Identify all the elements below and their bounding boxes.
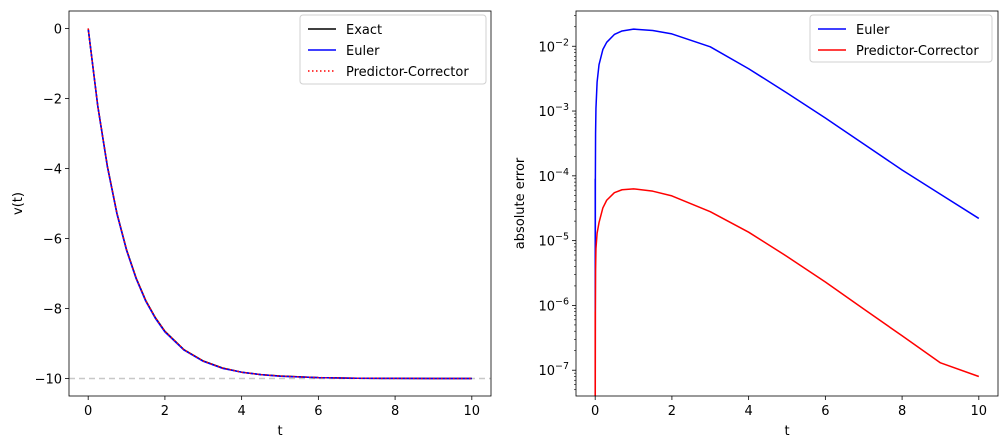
y-tick-label: −6: [43, 233, 62, 248]
y-tick-label: −8: [43, 303, 62, 318]
y-tick-label: −4: [43, 163, 62, 178]
x-tick-label: 0: [84, 404, 92, 419]
legend-label: Predictor-Corrector: [856, 44, 979, 59]
y-tick-label: −2: [43, 93, 62, 108]
x-tick-label: 4: [744, 404, 752, 419]
axes-frame: [575, 10, 999, 397]
y-tick-label: 10−3: [538, 102, 569, 120]
legend: Euler Predictor-Corrector: [809, 14, 993, 63]
y-tick-label: 10−2: [538, 37, 569, 55]
legend-label: Euler: [856, 23, 890, 38]
legend-box: [299, 14, 487, 85]
x-tick-label: 4: [237, 404, 245, 419]
y-axis-label: v(t): [11, 192, 26, 215]
left-chart: 0 2 4 6 8 10 0 −2 −4 −6 −8 −10 t v(t) Exact Euler Predic…: [11, 10, 492, 439]
right-chart: 0 2 4 6 8 10 10−7 10−6 10−5 10−4 10−3 10−2 t absolute…: [513, 10, 999, 439]
y-axis-label: absolute error: [513, 157, 528, 249]
y-tick-label: 0: [54, 23, 62, 38]
series-line-euler: [594, 28, 980, 396]
x-tick-label: 10: [464, 404, 481, 419]
plot-area: [594, 28, 980, 396]
x-tick-label: 2: [668, 404, 676, 419]
x-tick-label: 10: [971, 404, 988, 419]
x-tick-label: 8: [898, 404, 906, 419]
y-tick-label: 10−6: [538, 296, 569, 314]
axes-frame: [68, 10, 492, 397]
plot-area: [87, 28, 472, 380]
y-tick-label: −10: [35, 373, 62, 388]
y-tick-label: 10−7: [538, 361, 569, 379]
legend-box: [809, 14, 993, 63]
x-tick-label: 6: [821, 404, 829, 419]
legend-label: Predictor-Corrector: [346, 65, 469, 80]
x-axis-label: t: [277, 424, 282, 439]
y-tick-label: 10−5: [538, 232, 569, 250]
x-tick-label: 6: [314, 404, 322, 419]
x-axis-label: t: [784, 424, 789, 439]
legend-label: Exact: [346, 23, 382, 38]
series-line-predictor-corrector: [594, 188, 980, 396]
legend-label: Euler: [346, 44, 380, 59]
x-tick-label: 2: [161, 404, 169, 419]
x-tick-label: 8: [391, 404, 399, 419]
y-tick-label: 10−4: [538, 167, 569, 185]
legend: Exact Euler Predictor-Corrector: [299, 14, 487, 85]
series-line-predictor-corrector: [87, 28, 472, 380]
x-tick-label: 0: [591, 404, 599, 419]
